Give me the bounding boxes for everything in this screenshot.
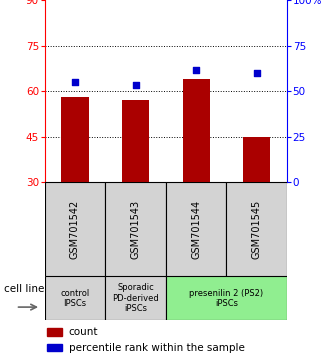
Text: cell line: cell line — [4, 284, 44, 293]
Bar — [166, 182, 226, 276]
Point — [72, 79, 78, 85]
Point — [193, 67, 199, 73]
Bar — [47, 344, 61, 351]
Bar — [226, 182, 287, 276]
Bar — [243, 137, 270, 182]
Text: GSM701542: GSM701542 — [70, 200, 80, 259]
Text: GSM701543: GSM701543 — [130, 200, 141, 259]
Bar — [61, 97, 88, 182]
Bar — [122, 100, 149, 182]
Text: presenilin 2 (PS2)
iPSCs: presenilin 2 (PS2) iPSCs — [189, 289, 264, 308]
Text: GSM701545: GSM701545 — [252, 200, 262, 259]
Text: control
IPSCs: control IPSCs — [60, 289, 89, 308]
Bar — [166, 276, 287, 320]
Text: GSM701544: GSM701544 — [191, 200, 201, 259]
Bar — [182, 79, 210, 182]
Bar — [105, 276, 166, 320]
Point — [133, 82, 138, 88]
Bar — [45, 276, 105, 320]
Bar — [47, 328, 61, 336]
Bar — [105, 182, 166, 276]
Point — [254, 70, 259, 76]
Text: Sporadic
PD-derived
iPSCs: Sporadic PD-derived iPSCs — [112, 283, 159, 313]
Bar — [45, 182, 105, 276]
Text: percentile rank within the sample: percentile rank within the sample — [69, 343, 245, 353]
Text: count: count — [69, 327, 98, 337]
